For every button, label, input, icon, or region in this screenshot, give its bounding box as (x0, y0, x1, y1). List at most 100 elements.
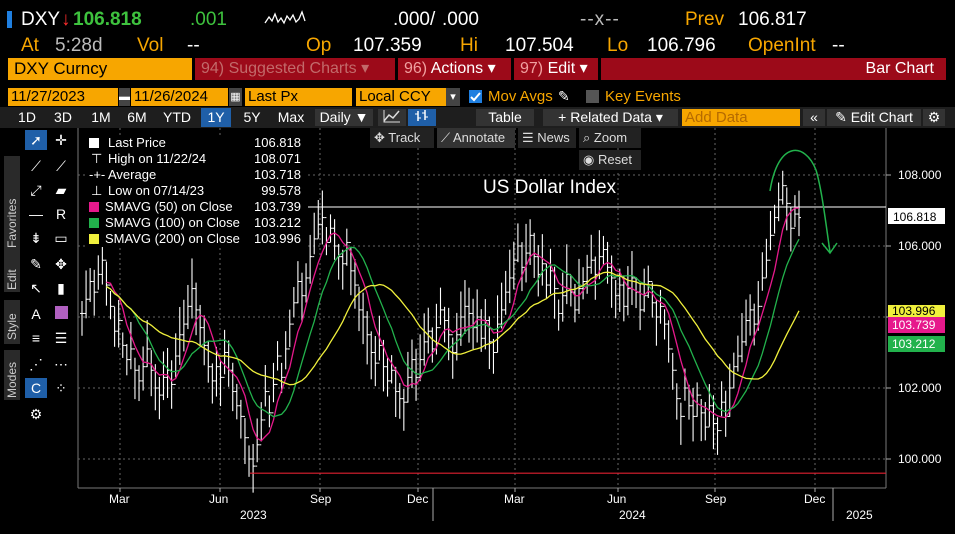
ticker-symbol: DXY (21, 9, 61, 30)
period-3d[interactable]: 3D (54, 109, 72, 125)
period-1y[interactable]: 1Y (201, 108, 231, 127)
legend-swatch (89, 138, 99, 148)
frequency-select[interactable]: Daily ▼ (315, 109, 373, 126)
add-data-input[interactable]: Add Data (682, 109, 800, 126)
edit-num: 97) (520, 60, 544, 77)
move-icon[interactable]: ✥ (55, 256, 67, 272)
bar-chart-icon[interactable] (408, 109, 436, 126)
extended-line-icon[interactable]: ⤢ (30, 182, 42, 198)
legend-item[interactable]: -+- Average 103.718 (89, 167, 301, 182)
x-tick-label: Mar (109, 492, 130, 506)
rectangle-icon[interactable]: ▭ (54, 230, 68, 246)
average-marker-icon: -+- (89, 167, 106, 182)
trend-line-icon[interactable]: ⟋ (31, 158, 41, 174)
magnifier-icon: ⌕ (583, 130, 594, 145)
legend-item[interactable]: ⊥ Low on 07/14/23 99.578 (91, 183, 301, 198)
related-data-menu[interactable]: + Related Data ▾ (543, 109, 678, 126)
y-tick-label: 106.000 (898, 239, 942, 253)
select-pointer-icon[interactable]: ↖ (30, 280, 42, 296)
text-tool-icon[interactable]: R (55, 206, 67, 222)
horizontal-line-icon[interactable]: — (29, 206, 43, 222)
ray-line-icon[interactable]: ⟋ (56, 158, 66, 174)
trash-icon[interactable]: ▮ (57, 280, 65, 296)
table-button[interactable]: Table (476, 109, 534, 126)
chevron-down-icon: ▾ (579, 60, 588, 77)
cursor-icon[interactable]: ➚ (25, 130, 47, 150)
security-field[interactable]: DXY Curncy (8, 58, 192, 80)
start-date-field[interactable]: 11/27/2023 (8, 88, 118, 106)
legend-item[interactable]: SMAVG (100) on Close 103.212 (85, 215, 305, 231)
suggested-label: Suggested Charts (228, 60, 357, 77)
edit-pen-icon[interactable]: ✎ (30, 256, 42, 272)
crosshair-cursor-icon[interactable]: ✛ (55, 132, 67, 148)
reset-button[interactable]: ◉ Reset (579, 150, 641, 170)
settings-icon[interactable]: ⚙ (29, 406, 43, 422)
chevron-down-icon[interactable]: ▾ (446, 88, 460, 106)
actions-num: 96) (404, 60, 428, 77)
channel-icon[interactable]: ▰ (55, 182, 67, 198)
tab-style[interactable]: Style (4, 300, 20, 344)
mov-avgs-label: Mov Avgs (488, 88, 553, 105)
command-bar: DXY Curncy 94) Suggested Charts ▾ 96) Ac… (0, 57, 955, 81)
date-range-separator-icon[interactable]: ▬ (119, 88, 130, 106)
low-value: 106.796 (647, 35, 716, 56)
period-1d[interactable]: 1D (18, 109, 36, 125)
color-dots-icon[interactable]: ⁘ (55, 380, 67, 396)
x-tick-label: Jun (209, 492, 229, 506)
related-data-label: Related Data (570, 109, 652, 125)
zoom-button[interactable]: ⌕ Zoom (579, 128, 641, 148)
high-value: 107.504 (505, 35, 574, 56)
end-date-field[interactable]: 11/26/2024 (131, 88, 228, 106)
cycle-icon[interactable]: C (25, 378, 47, 398)
sma100-tag: 103.212 (888, 336, 945, 352)
calendar-icon[interactable]: ▦ (229, 88, 242, 106)
suggested-charts-menu[interactable]: 94) Suggested Charts ▾ (195, 58, 395, 80)
legend-item[interactable]: SMAVG (50) on Close 103.739 (85, 199, 305, 215)
tab-modes[interactable]: Modes (4, 350, 20, 400)
collapse-left-icon[interactable]: « (803, 109, 825, 126)
period-5y[interactable]: 5Y (243, 109, 261, 125)
check-icon (470, 92, 481, 102)
key-events-checkbox[interactable] (586, 90, 599, 103)
tab-favorites[interactable]: Favorites (4, 156, 20, 278)
color-swatch-icon[interactable] (50, 304, 72, 324)
annotate-button[interactable]: ⟋ Annotate (437, 128, 515, 148)
mov-avgs-checkbox[interactable] (469, 90, 482, 103)
edit-label: Edit (547, 60, 576, 77)
tab-edit[interactable]: Edit (4, 252, 20, 292)
actions-menu[interactable]: 96) Actions ▾ (398, 58, 511, 80)
legend-item[interactable]: SMAVG (200) on Close 103.996 (85, 231, 305, 247)
arrow-head-icon (821, 242, 838, 255)
line-width-icon[interactable]: ☰ (54, 330, 68, 346)
currency-select[interactable]: Local CCY (356, 88, 446, 106)
magnet-icon[interactable]: ⋰ (29, 356, 43, 372)
at-label: At (21, 35, 39, 56)
period-max[interactable]: Max (277, 109, 305, 125)
edit-chart-button[interactable]: ✎ Edit Chart (827, 109, 921, 126)
edit-menu[interactable]: 97) Edit ▾ (514, 58, 598, 80)
gear-icon[interactable]: ⚙ (923, 109, 945, 126)
quote-header: DXY ↓ 106.818 .001 .000 / .000 --x-- Pre… (0, 0, 955, 56)
tool-panel: Favorites Edit Style Modes ➚ ✛ ⟋ ⟋ ⤢ ▰ —… (0, 128, 77, 428)
ticker-marker (7, 11, 12, 28)
fibonacci-icon[interactable]: ⇟ (30, 230, 42, 246)
field-select[interactable]: Last Px (245, 88, 352, 106)
x-tick-label: Dec (407, 492, 429, 506)
sma-50-line (106, 207, 799, 442)
track-button[interactable]: ✥ Track (370, 128, 434, 148)
legend-item[interactable]: ⊤ High on 11/22/24 108.071 (91, 151, 301, 166)
period-1m[interactable]: 1M (91, 109, 111, 125)
prev-close: 106.817 (738, 9, 807, 30)
line-chart-icon[interactable] (378, 109, 406, 126)
font-style-icon[interactable]: A (31, 306, 41, 322)
legend-item[interactable]: Last Price 106.818 (85, 135, 305, 151)
x-year-label: 2025 (846, 508, 873, 522)
line-style-icon[interactable]: ≡ (31, 330, 41, 346)
price-chart[interactable] (0, 128, 955, 534)
period-ytd[interactable]: YTD (163, 109, 191, 125)
period-6m[interactable]: 6M (127, 109, 147, 125)
pencil-icon[interactable]: ✎ (558, 88, 570, 104)
news-button[interactable]: ☰ News (518, 128, 576, 148)
snap-icon[interactable]: ⋯ (54, 356, 68, 372)
x-tick-label: Dec (804, 492, 826, 506)
